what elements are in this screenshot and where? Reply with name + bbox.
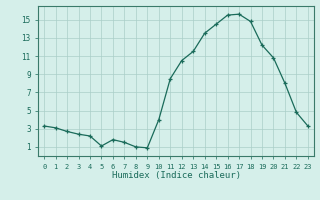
X-axis label: Humidex (Indice chaleur): Humidex (Indice chaleur) bbox=[111, 171, 241, 180]
